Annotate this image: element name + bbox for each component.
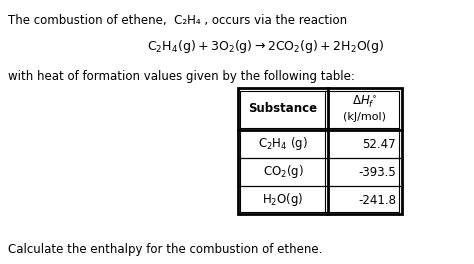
- Text: The combustion of ethene,  C₂H₄ , occurs via the reaction: The combustion of ethene, C₂H₄ , occurs …: [8, 14, 347, 27]
- Text: $\Delta H_f^\circ$: $\Delta H_f^\circ$: [353, 93, 378, 110]
- Text: $\mathrm{H_2O(g)}$: $\mathrm{H_2O(g)}$: [262, 191, 304, 209]
- Text: $\mathrm{C_2H_4(g) + 3O_2(g) \rightarrow 2CO_2(g) + 2H_2O(g)}$: $\mathrm{C_2H_4(g) + 3O_2(g) \rightarrow…: [146, 38, 384, 55]
- Text: -393.5: -393.5: [358, 166, 396, 178]
- Text: Substance: Substance: [248, 102, 318, 116]
- Text: -241.8: -241.8: [358, 194, 396, 206]
- Text: 52.47: 52.47: [363, 138, 396, 150]
- Text: Calculate the enthalpy for the combustion of ethene.: Calculate the enthalpy for the combustio…: [8, 243, 322, 256]
- Text: $\mathrm{C_2H_4\ (g)}$: $\mathrm{C_2H_4\ (g)}$: [258, 135, 308, 153]
- Bar: [240, 91, 400, 211]
- Text: with heat of formation values given by the following table:: with heat of formation values given by t…: [8, 70, 355, 83]
- Text: $\mathrm{CO_2(g)}$: $\mathrm{CO_2(g)}$: [263, 163, 303, 181]
- Bar: [238, 88, 402, 214]
- Text: (kJ/mol): (kJ/mol): [344, 112, 386, 122]
